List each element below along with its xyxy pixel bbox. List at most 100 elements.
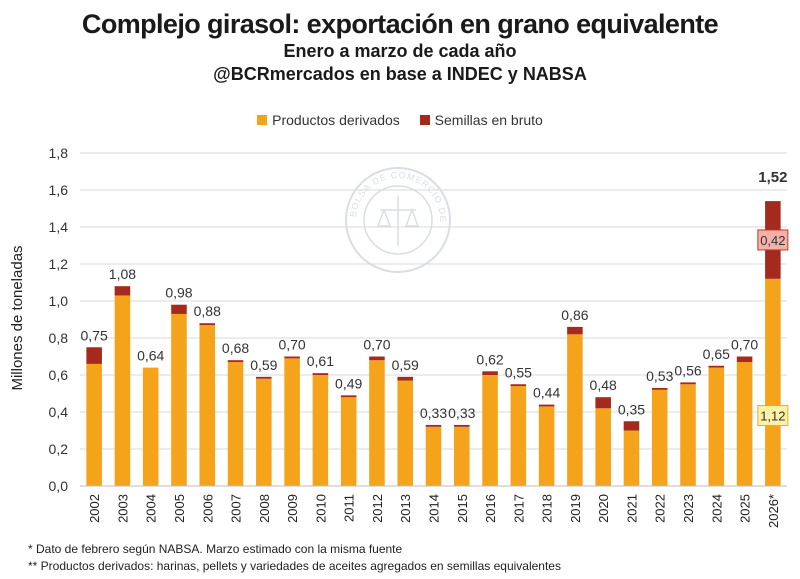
bar-segment-semillas [708,365,725,368]
x-tick-label: 2004 [144,494,159,523]
bar-total-label: 0,62 [476,351,503,367]
bar-segment-semillas [623,421,640,431]
x-tick-label: 2026* [766,494,781,528]
bar-segment-derivados [482,375,498,486]
y-tick-label: 0,8 [49,330,69,346]
bar-segment-derivados [114,295,131,486]
x-tick-label: 2005 [172,494,187,523]
bar-total-label: 0,33 [420,405,447,421]
bar-segment-semillas [86,347,102,364]
bar-segment-semillas [482,371,498,375]
chart-subtitle-source: @BCRmercados en base a INDEC y NABSA [213,64,587,84]
bar-segment-derivados [256,378,272,486]
x-tick-label: 2018 [540,494,555,523]
bar-segment-derivados [369,360,385,486]
y-tick-label: 0,4 [49,404,69,420]
x-tick-label: 2009 [285,494,300,523]
footnote-2: ** Productos derivados: harinas, pellets… [28,559,561,573]
y-tick-label: 0,6 [49,367,69,383]
footnote-1: * Dato de febrero según NABSA. Marzo est… [28,542,403,556]
bar-segment-derivados [623,430,640,486]
bar-segment-semillas [595,397,611,409]
legend-swatch-semillas [419,115,430,125]
y-tick-label: 1,2 [49,256,69,272]
bar-segment-derivados [340,397,357,486]
gridlines [80,152,787,450]
bar-segment-semillas [454,424,470,427]
bar-total-label: 0,70 [731,337,758,353]
bar-segment-semillas [425,424,442,427]
y-tick-label: 0,2 [49,441,69,457]
bar-segment-semillas [567,326,583,335]
bar-total-label: 0,70 [278,337,305,353]
bar-total-label: 0,59 [250,357,277,373]
bar-segment-derivados [199,325,216,486]
bar-total-label: 1,52 [758,169,787,186]
chart-subtitle-period: Enero a marzo de cada año [283,41,517,61]
y-tick-label: 1,0 [49,293,69,309]
bar-segment-derivados [397,380,413,486]
x-tick-label: 2006 [200,494,215,523]
bar-segment-derivados [86,363,102,486]
x-tick-label: 2014 [427,494,442,523]
bar-segment-semillas [114,286,131,296]
bar-segment-semillas [397,376,413,381]
legend-label-derivados: Productos derivados [272,112,400,128]
segment-callout-box [757,229,789,251]
bar-segment-derivados [736,362,753,486]
bar-segment-semillas [199,323,216,326]
bar-total-label: 0,35 [618,401,645,417]
x-tick-label: 2016 [483,494,498,523]
bar-segment-derivados [454,426,470,486]
x-tick-label: 2025 [738,494,753,523]
bar-total-label: 0,49 [335,375,362,391]
y-tick-label: 1,6 [49,182,69,198]
x-tick-label: 2011 [342,494,357,522]
bar-segment-semillas [736,356,753,363]
bar-segment-semillas [227,360,244,363]
x-tick-label: 2013 [398,494,413,523]
x-tick-label: 2003 [115,494,130,523]
y-axis-ticks: 0,0 0,2 0,4 0,6 0,8 1,0 1,2 1,4 1,6 1,8 [49,145,69,494]
x-tick-label: 2022 [653,494,668,523]
chart-titles: Complejo girasol: exportación en grano e… [0,8,800,86]
bar-total-label: 0,65 [703,346,730,362]
x-tick-label: 2019 [568,494,583,523]
bar-segment-derivados [538,406,555,486]
bar-segment-derivados [680,384,696,486]
y-axis-label: Millones de toneladas [9,245,26,390]
bar-segment-derivados [284,358,300,486]
bar-total-label: 0,88 [194,303,221,319]
bar-total-label: 0,33 [448,405,475,421]
bar-segment-derivados [595,408,611,486]
bar-segment-derivados [510,386,527,486]
bar-total-label: 1,08 [109,266,136,282]
x-tick-label: 2017 [511,494,526,523]
bar-segment-derivados [651,389,668,486]
bar-total-label: 0,68 [222,340,249,356]
x-tick-label: 2008 [257,494,272,523]
legend-entry-semillas: Semillas en bruto [419,112,543,128]
bar-total-label: 0,86 [561,307,588,323]
bar-segment-semillas [510,384,527,387]
bar-total-label: 0,98 [165,285,192,301]
bar-segment-semillas [680,382,696,385]
bar-segment-semillas [340,395,357,398]
x-axis-ticks: 2002 2003 2004 2005 2006 2007 2008 2009 2010 2011… [87,494,781,528]
x-tick-label: 2002 [87,494,102,523]
bar-chart: BOLSA DE COMERCIO DE ROSARIO 0,00,20,40,… [0,0,789,528]
x-tick-label: 2010 [313,494,328,523]
bar-segment-derivados [227,362,244,486]
segment-callout-box [757,405,789,427]
legend-entry-derivados: Productos derivados [257,112,400,128]
x-tick-label: 2015 [455,494,470,523]
bar-segment-semillas [312,373,329,375]
bar-total-label: 0,48 [590,377,617,393]
y-tick-label: 1,4 [49,219,69,235]
x-tick-label: 2007 [229,494,244,523]
bar-segment-semillas [284,356,300,359]
footnotes: * Dato de febrero según NABSA. Marzo est… [28,541,561,575]
segment-callout-label: 1,12 [760,409,785,424]
bar-total-label: 0,61 [307,353,334,369]
bar-total-label: 0,53 [646,368,673,384]
